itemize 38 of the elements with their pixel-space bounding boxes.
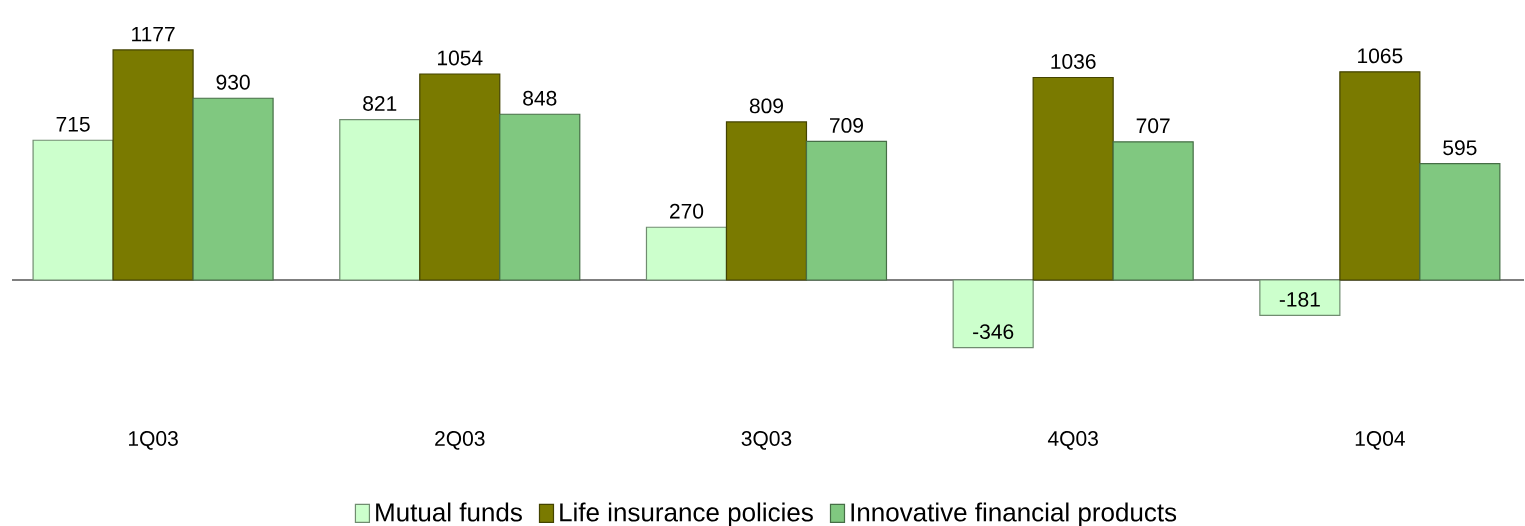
legend-label: Innovative financial products [851, 502, 1177, 526]
data-label: 1177 [132, 26, 175, 42]
data-label: 809 [749, 98, 783, 114]
bar [1419, 163, 1501, 281]
data-label: 595 [1443, 140, 1477, 156]
data-label: 707 [1136, 118, 1170, 134]
bar [1032, 76, 1114, 281]
data-label: 821 [363, 96, 397, 111]
bar [419, 73, 501, 281]
bar [1339, 71, 1421, 281]
data-label: 1054 [438, 50, 483, 66]
bar [339, 118, 421, 281]
bar [1259, 279, 1341, 316]
bar [192, 97, 274, 281]
data-label: -181 [1279, 291, 1320, 307]
data-label: -346 [973, 324, 1014, 340]
data-label: 270 [670, 203, 704, 219]
bar [725, 121, 808, 281]
x-tick-label: 4Q03 [1047, 431, 1098, 450]
data-label: 848 [523, 90, 557, 106]
data-label: 1036 [1051, 54, 1096, 69]
x-tick-label: 1Q03 [129, 431, 178, 450]
data-label: 709 [830, 117, 863, 133]
x-tick-label: 1Q04 [1355, 431, 1405, 450]
data-label: 1065 [1358, 48, 1403, 64]
bar [112, 49, 194, 281]
data-label: 930 [216, 74, 250, 90]
bar [952, 279, 1034, 349]
legend-label: Mutual funds [376, 502, 522, 522]
bar [32, 139, 114, 281]
x-tick-label: 2Q03 [435, 431, 485, 450]
data-label: 715 [56, 117, 90, 132]
x-tick-label: 3Q03 [741, 431, 792, 450]
bar [805, 140, 888, 281]
legend-label: Life insurance policies [560, 502, 813, 526]
bar [645, 226, 728, 281]
bar [1112, 141, 1194, 281]
bar [499, 113, 581, 281]
